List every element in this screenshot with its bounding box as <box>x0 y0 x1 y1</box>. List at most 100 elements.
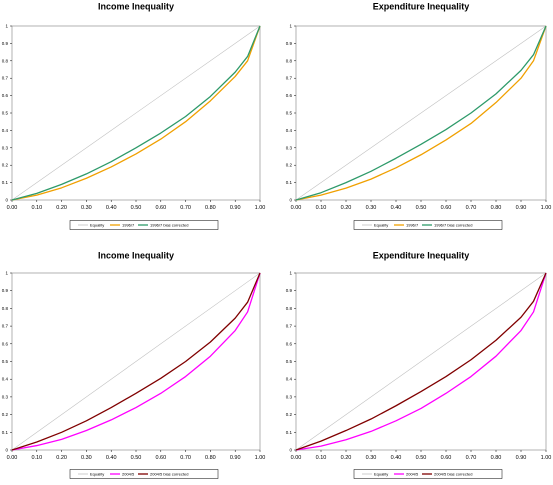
x-tick-label: 0.60 <box>155 205 166 211</box>
x-tick-label: 0.20 <box>341 205 352 211</box>
legend-label: 1996/7 <box>406 222 419 227</box>
legend-label: Equality <box>90 471 104 476</box>
x-tick-label: 0.50 <box>131 205 142 211</box>
y-tick-label: 1 <box>289 271 292 276</box>
x-tick-label: 1.00 <box>255 455 266 461</box>
series-line-equality <box>295 25 547 201</box>
x-tick-label: 0.90 <box>516 455 527 461</box>
series-line-curve-2 <box>295 272 547 451</box>
series-line-curve-1 <box>11 272 261 451</box>
x-tick-label: 1.00 <box>541 455 552 461</box>
x-tick-label: 0.50 <box>131 455 142 461</box>
x-tick-label: 0.10 <box>316 455 327 461</box>
y-tick-label: 0.7 <box>2 76 9 81</box>
y-tick-label: 0.8 <box>2 306 9 311</box>
series-line-curve-1 <box>295 272 547 451</box>
y-tick-label: 0.7 <box>2 324 9 329</box>
y-tick-label: 1 <box>5 24 8 29</box>
legend-label: 1996/7 bias corrected <box>150 222 188 227</box>
chart-panel-3: Income Inequality00.10.20.30.40.50.60.70… <box>2 250 266 479</box>
series-line-curve-1 <box>295 25 547 201</box>
y-tick-label: 0 <box>5 198 8 203</box>
x-tick-label: 1.00 <box>541 205 552 211</box>
y-tick-label: 0.2 <box>286 412 293 417</box>
legend-label: Equality <box>374 222 388 227</box>
x-tick-label: 0.70 <box>466 455 477 461</box>
x-tick-label: 0.80 <box>205 455 216 461</box>
legend-label: 2004/5 <box>406 471 419 476</box>
y-tick-label: 0.1 <box>286 180 293 185</box>
y-tick-label: 0.7 <box>286 324 293 329</box>
x-tick-label: 0.70 <box>180 205 191 211</box>
y-tick-label: 0.6 <box>286 341 293 346</box>
y-tick-label: 0.5 <box>286 111 293 116</box>
x-tick-label: 0.10 <box>316 205 327 211</box>
y-tick-label: 0.6 <box>2 341 9 346</box>
x-tick-label: 0.40 <box>391 455 402 461</box>
x-tick-label: 0.60 <box>441 205 452 211</box>
chart-panel-2: Expenditure Inequality 0 0.1 0.2 0.3 0.4 0.5 0.… <box>286 1 552 230</box>
series-line-curve-2 <box>11 272 261 451</box>
y-tick-label: 0 <box>289 198 292 203</box>
y-tick-label: 1 <box>5 271 8 276</box>
chart-title: Income Inequality <box>98 250 174 260</box>
x-tick-label: 0.60 <box>155 455 166 461</box>
legend-label: 1996/7 bias corrected <box>434 222 472 227</box>
y-tick-label: 0.9 <box>2 288 9 293</box>
x-tick-label: 0.30 <box>81 455 92 461</box>
y-tick-label: 0.6 <box>286 93 293 98</box>
x-tick-label: 0.60 <box>441 455 452 461</box>
x-tick-label: 0.30 <box>81 205 92 211</box>
x-tick-label: 0.80 <box>491 455 502 461</box>
y-tick-label: 0 <box>5 448 8 453</box>
x-tick-label: 0.00 <box>7 455 18 461</box>
y-tick-label: 1 <box>289 24 292 29</box>
series-line-equality <box>295 272 547 451</box>
legend-label: 2004/5 bias corrected <box>150 471 188 476</box>
series-line-equality <box>11 272 261 451</box>
series-line-curve-2 <box>11 25 261 201</box>
legend-label: 1996/7 <box>122 222 135 227</box>
y-tick-label: 0.4 <box>2 128 9 133</box>
x-tick-label: 0.20 <box>341 455 352 461</box>
y-tick-label: 0.8 <box>286 58 293 63</box>
x-tick-label: 0.90 <box>230 455 241 461</box>
chart-title: Expenditure Inequality <box>373 1 470 11</box>
y-tick-label: 0.3 <box>286 145 293 150</box>
y-tick-label: 0.2 <box>286 163 293 168</box>
x-tick-label: 0.30 <box>366 205 377 211</box>
y-tick-label: 0.2 <box>2 163 9 168</box>
x-tick-label: 0.40 <box>106 455 117 461</box>
x-tick-label: 0.50 <box>416 455 427 461</box>
y-tick-label: 0.4 <box>286 377 293 382</box>
x-tick-label: 0.10 <box>31 205 42 211</box>
y-tick-label: 0.5 <box>2 359 9 364</box>
x-tick-label: 0.40 <box>391 205 402 211</box>
y-tick-label: 0.7 <box>286 76 293 81</box>
y-tick-label: 0.3 <box>286 394 293 399</box>
y-tick-label: 0 <box>289 448 292 453</box>
y-tick-label: 0.8 <box>286 306 293 311</box>
x-tick-label: 0.90 <box>516 205 527 211</box>
x-tick-label: 0.10 <box>31 455 42 461</box>
y-tick-label: 0.1 <box>2 180 9 185</box>
legend-label: 2004/5 <box>122 471 135 476</box>
y-tick-label: 0.1 <box>286 430 293 435</box>
x-tick-label: 1.00 <box>255 205 266 211</box>
y-tick-label: 0.3 <box>2 145 9 150</box>
x-tick-label: 0.20 <box>56 455 67 461</box>
x-tick-label: 0.00 <box>291 205 302 211</box>
series-line-curve-2 <box>295 25 547 201</box>
series-line-curve-1 <box>11 25 261 201</box>
y-tick-label: 0.9 <box>2 41 9 46</box>
chart-panel-4: Expenditure Inequality 0 0.1 0.2 0.3 0.4 0.5 0.… <box>286 250 552 479</box>
y-tick-label: 0.9 <box>286 41 293 46</box>
y-tick-label: 0.4 <box>286 128 293 133</box>
y-tick-label: 0.6 <box>2 93 9 98</box>
legend-label: Equality <box>90 222 104 227</box>
x-tick-label: 0.00 <box>7 205 18 211</box>
x-tick-label: 0.50 <box>416 205 427 211</box>
series-line-equality <box>11 25 261 201</box>
